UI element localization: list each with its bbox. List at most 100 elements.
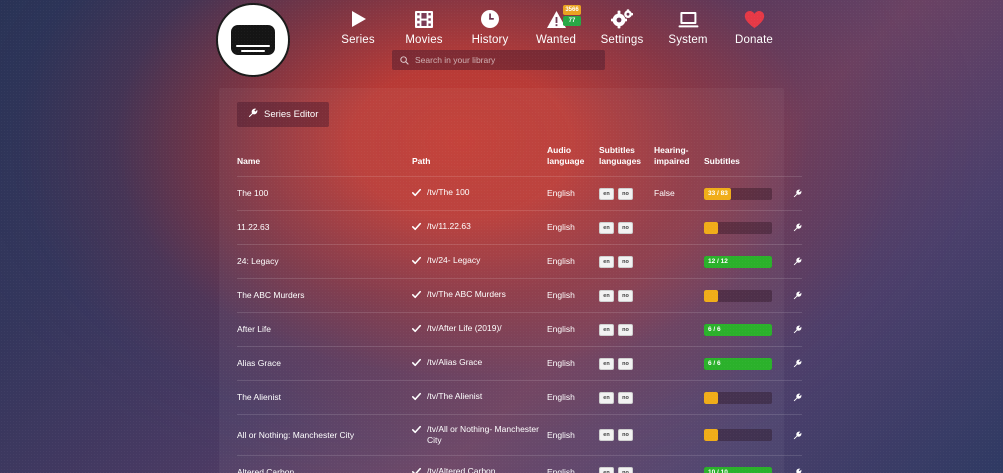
row-edit-wrench-button[interactable]: [779, 220, 802, 235]
language-chip: en: [599, 429, 614, 442]
wrench-icon: [793, 465, 802, 473]
row-edit-wrench-button[interactable]: [779, 254, 802, 269]
heart-icon: [744, 8, 765, 30]
table-row[interactable]: All or Nothing: Manchester City/tv/All o…: [237, 414, 802, 456]
cell-series-name[interactable]: 24: Legacy: [237, 244, 412, 279]
column-header-hearing-impaired[interactable]: Hearing-impaired: [654, 145, 690, 166]
wrench-icon: [248, 108, 258, 121]
table-row[interactable]: After Life/tv/After Life (2019)/ English e…: [237, 312, 802, 347]
wrench-icon: [793, 356, 802, 371]
series-table-body: The 100/tv/The 100 English en no False 33 / 8…: [237, 176, 802, 473]
cell-path: /tv/24- Legacy: [411, 244, 547, 279]
cell-actions: [779, 278, 802, 313]
cell-series-name[interactable]: 11.22.63: [237, 210, 412, 245]
language-chip: no: [618, 255, 633, 268]
nav-item-series[interactable]: Series: [325, 8, 391, 46]
column-header-subtitles[interactable]: Subtitles: [704, 155, 740, 166]
row-edit-wrench-button[interactable]: [779, 288, 802, 303]
row-edit-wrench-button[interactable]: [779, 356, 802, 371]
check-icon: [411, 358, 422, 370]
language-chip: no: [618, 429, 633, 442]
cell-audio-language: English: [547, 455, 599, 473]
wanted-badge-movies: 77: [563, 16, 581, 26]
cell-actions: [779, 312, 802, 347]
subtitles-progress-label: 6 / 6: [708, 325, 721, 333]
wrench-icon: [793, 254, 802, 269]
nav-item-donate[interactable]: Donate: [721, 8, 787, 46]
nav-label-history: History: [471, 34, 509, 46]
table-row[interactable]: 24: Legacy/tv/24- Legacy English en no 12 / …: [237, 244, 802, 279]
search-bar[interactable]: [392, 50, 605, 70]
check-icon: [411, 467, 422, 473]
wanted-badges: 3566 77: [563, 5, 581, 26]
cell-series-name[interactable]: All or Nothing: Manchester City: [237, 414, 412, 456]
path-text: /tv/Altered Carbon: [427, 466, 496, 473]
cell-series-name[interactable]: Alias Grace: [237, 346, 412, 381]
clock-icon: [480, 8, 500, 30]
column-header-audio-language[interactable]: Audio language: [547, 145, 585, 166]
language-chip: no: [618, 221, 633, 234]
subtitles-progress-bar: [704, 221, 772, 234]
cell-hearing-impaired: [654, 380, 704, 415]
cell-series-name[interactable]: The ABC Murders: [237, 278, 412, 313]
nav-item-settings[interactable]: Settings: [589, 8, 655, 46]
nav-item-movies[interactable]: Movies: [391, 8, 457, 46]
nav-item-history[interactable]: History: [457, 8, 523, 46]
cell-series-name[interactable]: Altered Carbon: [237, 455, 412, 473]
table-row[interactable]: The 100/tv/The 100 English en no False 33 / 8…: [237, 176, 802, 211]
search-input[interactable]: [415, 55, 597, 65]
subtitles-progress-bar: 12 / 12: [704, 255, 772, 268]
nav-item-wanted[interactable]: 3566 77 Wanted: [523, 5, 589, 46]
cell-subtitles: 6 / 6: [704, 346, 779, 381]
row-edit-wrench-button[interactable]: [779, 390, 802, 405]
wrench-icon: [793, 428, 802, 443]
row-edit-wrench-button[interactable]: [779, 322, 802, 337]
table-row[interactable]: The ABC Murders/tv/The ABC Murders Englis…: [237, 278, 802, 313]
column-header-actions: [779, 145, 802, 177]
cell-hearing-impaired: [654, 414, 704, 456]
table-row[interactable]: 11.22.63/tv/11.22.63 English en no: [237, 210, 802, 245]
column-header-name[interactable]: Name: [237, 155, 261, 166]
row-edit-wrench-button[interactable]: [779, 428, 802, 443]
app-logo[interactable]: [216, 3, 290, 77]
wrench-icon: [793, 288, 802, 303]
subtitles-progress-label: 33 / 83: [708, 189, 728, 197]
nav-item-system[interactable]: System: [655, 8, 721, 46]
cell-audio-language: English: [547, 176, 599, 211]
language-chip: no: [618, 466, 633, 473]
check-icon: [411, 392, 422, 404]
film-strip-icon: [414, 8, 434, 30]
language-chip: no: [618, 391, 633, 404]
subtitles-progress-bar: 10 / 10: [704, 466, 772, 473]
series-editor-button[interactable]: Series Editor: [237, 102, 330, 127]
check-icon: [411, 256, 422, 268]
language-chip: en: [599, 187, 614, 200]
wrench-icon: [793, 390, 802, 405]
cell-series-name[interactable]: After Life: [237, 312, 412, 347]
language-chip: no: [618, 187, 633, 200]
cell-audio-language: English: [547, 244, 599, 279]
cell-series-name[interactable]: The 100: [237, 176, 412, 211]
path-text: /tv/After Life (2019)/: [427, 323, 502, 334]
table-row[interactable]: Alias Grace/tv/Alias Grace English en no 6 /…: [237, 346, 802, 381]
language-chip: en: [599, 289, 614, 302]
cell-series-name[interactable]: The Alienist: [237, 380, 412, 415]
wanted-badge-episodes: 3566: [563, 5, 581, 15]
cell-subtitles-languages: en no: [599, 455, 654, 473]
language-chip: no: [618, 289, 633, 302]
row-edit-wrench-button[interactable]: [779, 465, 802, 473]
series-panel: Series Editor Name Path Audio language S…: [219, 88, 802, 473]
cell-subtitles: [704, 278, 779, 313]
wrench-icon: [793, 186, 802, 201]
series-editor-label: Series Editor: [264, 109, 319, 120]
column-header-subtitles-languages[interactable]: Subtitles languages: [599, 145, 642, 166]
path-text: /tv/11.22.63: [427, 221, 471, 232]
subtitles-progress-label: 10 / 10: [708, 468, 728, 473]
row-edit-wrench-button[interactable]: [779, 186, 802, 201]
table-row[interactable]: Altered Carbon/tv/Altered Carbon English e…: [237, 455, 802, 473]
table-row[interactable]: The Alienist/tv/The Alienist English en no: [237, 380, 802, 415]
cell-subtitles-languages: en no: [599, 380, 654, 415]
cell-subtitles: [704, 380, 779, 415]
cell-subtitles-languages: en no: [599, 312, 654, 347]
column-header-path[interactable]: Path: [412, 155, 431, 166]
